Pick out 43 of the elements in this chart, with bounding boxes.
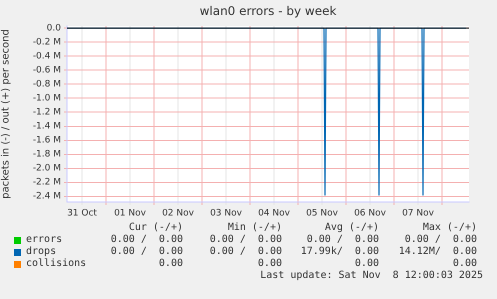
text: 0.00 / 0.00 [210,234,282,245]
y-axis-title: packets in (-) / out (+) per second [0,29,12,199]
legend-label: drops [26,246,56,257]
y-tick-label: 0.0 [46,23,62,34]
text: 0.00 / 0.00 [110,246,183,257]
y-tick-label: -2.2 M [32,178,61,188]
text: 17.99k/ 0.00 [300,246,379,257]
x-tick-label: 04 Nov [258,208,291,219]
text: 0.00 [452,258,477,269]
y-tick-label: -0.8 M [32,80,61,90]
legend-label: errors [26,234,62,245]
x-tick-label: 07 Nov [402,208,435,219]
x-tick-label: 02 Nov [162,208,195,219]
y-tick-label: -0.4 M [32,51,61,62]
text: Min (-/+) [228,222,282,233]
text: 0.00 [258,258,282,269]
y-tick-label: -1.0 M [32,94,61,104]
text: 0.00 / 0.00 [210,246,282,257]
text: Avg (-/+) [324,222,379,233]
text: 0.00 / 0.00 [110,234,183,245]
text: Max (-/+) [422,222,477,233]
y-tick-label: -1.4 M [32,122,61,132]
y-tick-label: -1.2 M [32,108,61,118]
y-tick-label: -1.6 M [32,136,61,146]
text: Cur (-/+) [128,222,183,233]
y-tick-label: -2.4 M [32,192,61,202]
text: 0.00 / 0.00 [306,234,379,245]
x-tick-label: 01 Nov [114,208,147,219]
legend-label: collisions [26,258,86,269]
text: Last update: Sat Nov 8 12:00:03 2025 [260,270,483,281]
y-tick-label: -0.2 M [32,37,61,48]
x-tick-label: 31 Oct [67,208,98,219]
y-tick-label: -0.6 M [32,66,61,76]
x-tick-label: 06 Nov [354,208,387,219]
text: 14.12M/ 0.00 [398,246,477,257]
y-tick-label: -1.8 M [32,150,61,160]
text: 0.00 [354,258,379,269]
text: 0.00 / 0.00 [404,234,477,245]
x-tick-label: 05 Nov [306,208,339,219]
y-tick-label: -2.0 M [32,164,61,174]
text: 0.00 [158,258,183,269]
chart-title: wlan0 errors - by week [200,4,336,18]
x-tick-label: 03 Nov [210,208,243,219]
